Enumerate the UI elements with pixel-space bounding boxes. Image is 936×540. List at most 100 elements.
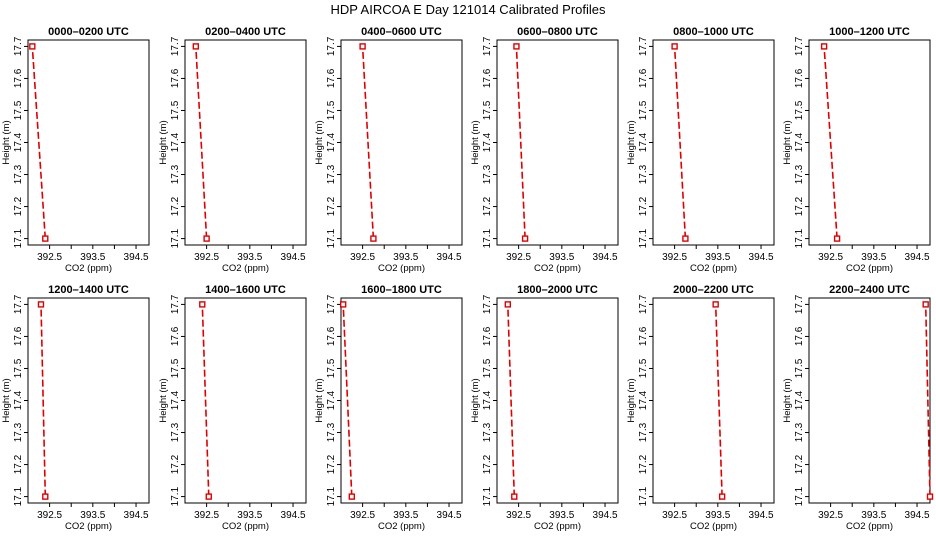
x-tick-label: 392.5 [662, 252, 687, 263]
data-point [29, 43, 36, 50]
y-tick-label: 17.1 [638, 486, 649, 506]
y-tick-label: 17.6 [482, 68, 493, 88]
y-tick-label: 17.2 [638, 454, 649, 474]
y-tick-label: 17.1 [482, 228, 493, 248]
y-tick-label: 17.6 [482, 326, 493, 346]
plot-frame [496, 297, 619, 504]
plot-frame [27, 297, 150, 504]
y-tick-label: 17.7 [13, 294, 24, 314]
y-tick-label: 17.4 [638, 132, 649, 152]
panel-9: 1600–1800 UTC 392.5 393.5 394.5 17.1 17.2 17.3… [314, 284, 463, 532]
series-line [361, 46, 375, 239]
y-tick-label: 17.1 [794, 486, 805, 506]
y-tick-label: 17.6 [794, 326, 805, 346]
y-tick-label: 17.2 [170, 454, 181, 474]
x-tick-label: 393.5 [861, 252, 886, 263]
x-tick-label: 392.5 [194, 252, 219, 263]
data-point [521, 235, 529, 242]
y-axis-label: Height (m) [626, 120, 637, 164]
y-tick-label: 17.4 [482, 390, 493, 410]
y-tick-label: 17.5 [482, 358, 493, 378]
y-tick-label: 17.7 [482, 294, 493, 314]
figure-title: HDP AIRCOA E Day 121014 Calibrated Profi… [330, 2, 606, 17]
y-tick-label: 17.3 [638, 422, 649, 442]
y-tick-label: 17.2 [326, 454, 337, 474]
panel-title: 0000–0200 UTC [48, 26, 129, 38]
y-tick-label: 17.6 [638, 68, 649, 88]
y-tick-label: 17.4 [482, 132, 493, 152]
x-tick-label: 393.5 [80, 510, 105, 521]
data-point [820, 43, 828, 50]
plot-frame [496, 39, 619, 246]
x-axis-label: CO2 (ppm) [222, 263, 269, 274]
series-line [40, 304, 47, 497]
x-tick-label: 392.5 [194, 510, 219, 521]
x-tick-label: 394.5 [749, 252, 774, 263]
data-point [42, 493, 49, 500]
data-point [671, 43, 678, 50]
panel-10: 1800–2000 UTC 392.5 393.5 394.5 17.1 17.2 17.3… [470, 284, 619, 532]
y-axis-label: Height (m) [314, 120, 325, 164]
x-tick-label: 392.5 [350, 252, 375, 263]
x-axis-label: CO2 (ppm) [65, 263, 112, 274]
panel-title: 1400–1600 UTC [205, 284, 286, 296]
panel-5: 0800–1000 UTC 392.5 393.5 394.5 17.1 17.2 17.3… [626, 26, 775, 274]
x-axis-label: CO2 (ppm) [65, 521, 112, 532]
series-line [31, 46, 47, 239]
data-point [42, 235, 49, 242]
y-tick-label: 17.6 [13, 68, 24, 88]
y-tick-label: 17.5 [326, 358, 337, 378]
x-tick-label: 393.5 [237, 252, 262, 263]
y-tick-label: 17.6 [13, 326, 24, 346]
x-tick-label: 392.5 [506, 510, 531, 521]
y-tick-label: 17.4 [13, 390, 24, 410]
panel-11: 2000–2200 UTC 392.5 393.5 394.5 17.1 17.2 17.3… [626, 284, 775, 532]
data-point [922, 301, 929, 308]
panel-title: 0600–0800 UTC [517, 26, 598, 38]
panel-title: 1200–1400 UTC [48, 284, 129, 296]
series-line [507, 304, 516, 497]
x-axis-label: CO2 (ppm) [690, 263, 737, 274]
y-tick-label: 17.5 [170, 358, 181, 378]
y-tick-label: 17.1 [170, 486, 181, 506]
data-point [192, 43, 200, 50]
data-point [833, 235, 841, 242]
x-tick-label: 394.5 [437, 510, 462, 521]
data-point [511, 493, 518, 500]
y-tick-label: 17.2 [638, 196, 649, 216]
plot-frame [652, 39, 775, 246]
y-axis-label: Height (m) [470, 378, 481, 422]
data-point [203, 235, 210, 242]
x-tick-label: 393.5 [393, 252, 418, 263]
y-tick-label: 17.3 [482, 164, 493, 184]
data-point [370, 235, 377, 242]
panel-2: 0200–0400 UTC 392.5 393.5 394.5 17.1 17.2 17.3… [158, 26, 307, 274]
panel-title: 1600–1800 UTC [361, 284, 442, 296]
data-point [37, 301, 45, 308]
series-line [924, 304, 931, 497]
y-tick-label: 17.4 [638, 390, 649, 410]
panels-group: 0000–0200 UTC 392.5 393.5 394.5 17.1 17.2 17.3… [1, 26, 934, 532]
y-tick-label: 17.5 [638, 358, 649, 378]
x-tick-label: 392.5 [818, 252, 843, 263]
y-tick-label: 17.4 [326, 390, 337, 410]
y-tick-label: 17.1 [638, 228, 649, 248]
y-tick-label: 17.4 [170, 390, 181, 410]
data-point [339, 301, 347, 308]
y-tick-label: 17.7 [13, 36, 24, 56]
x-axis-label: CO2 (ppm) [222, 521, 269, 532]
x-axis-label: CO2 (ppm) [378, 521, 425, 532]
y-axis-label: Height (m) [1, 378, 12, 422]
plot-frame [808, 297, 931, 504]
y-axis-label: Height (m) [158, 378, 169, 422]
y-tick-label: 17.1 [326, 486, 337, 506]
data-point [712, 301, 719, 308]
panel-title: 1800–2000 UTC [517, 284, 598, 296]
data-point [348, 493, 356, 500]
y-tick-label: 17.4 [326, 132, 337, 152]
x-tick-label: 393.5 [80, 252, 105, 263]
x-tick-label: 394.5 [124, 252, 149, 263]
panel-title: 0200–0400 UTC [205, 26, 286, 38]
y-tick-label: 17.7 [794, 36, 805, 56]
